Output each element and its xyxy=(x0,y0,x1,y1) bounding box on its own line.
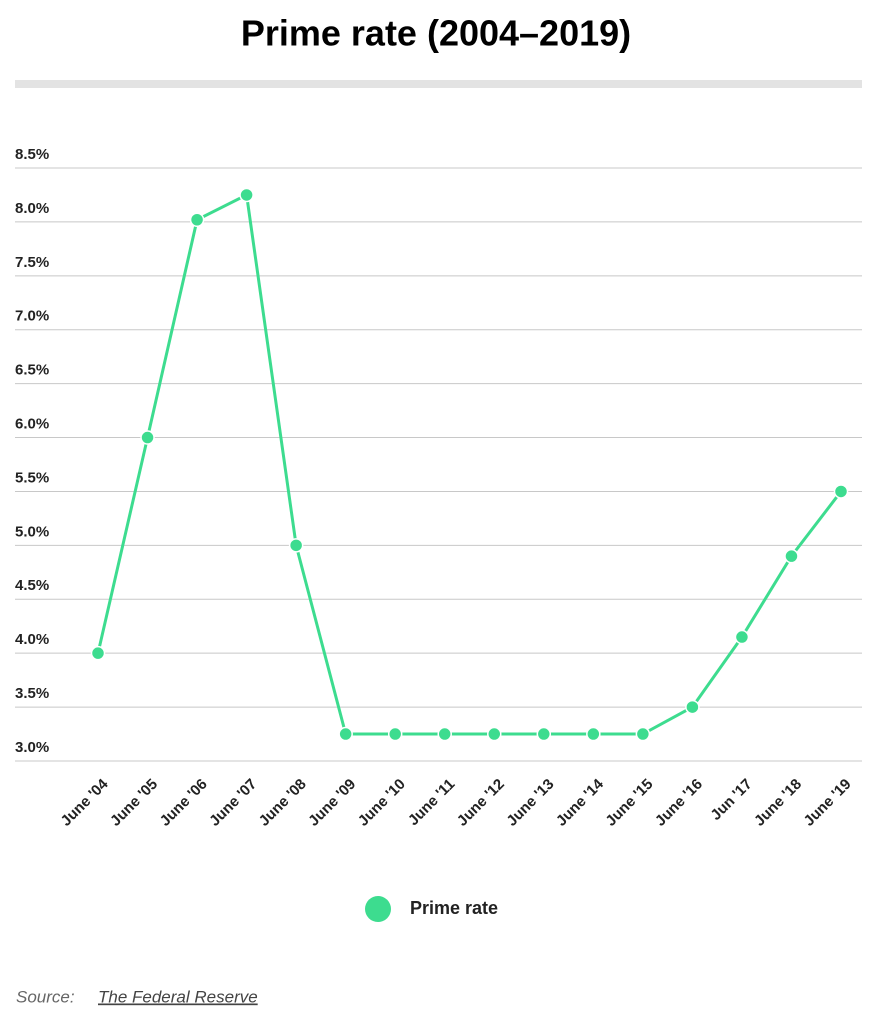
y-tick-label: 7.0% xyxy=(15,308,49,325)
y-tick-label: 3.0% xyxy=(15,739,49,756)
y-tick-label: 5.0% xyxy=(15,523,49,540)
x-tick-label: June '15 xyxy=(602,776,656,830)
point xyxy=(90,645,106,661)
legend-label: Prime rate xyxy=(410,898,498,918)
line xyxy=(96,192,843,736)
x-tick-label: June '11 xyxy=(405,776,458,829)
x-tick-label: June '13 xyxy=(503,776,557,830)
y-tick-label: 4.5% xyxy=(15,577,49,594)
y-tick-label: 8.5% xyxy=(15,146,49,163)
y-tick-label: 3.5% xyxy=(15,685,49,702)
point xyxy=(734,629,750,645)
chart-title: Prime rate (2004–2019) xyxy=(241,13,631,54)
title-rule xyxy=(15,80,862,88)
x-tick-label: June '12 xyxy=(454,776,508,830)
point xyxy=(784,548,799,564)
x-tick-label: June '14 xyxy=(553,775,608,830)
point xyxy=(189,212,205,228)
point xyxy=(288,538,304,553)
x-tick-label: June '07 xyxy=(206,776,260,830)
point xyxy=(239,187,254,203)
source-link[interactable]: The Federal Reserve xyxy=(98,987,258,1006)
y-tick-label: 8.0% xyxy=(15,200,49,217)
plot: 3.0% 3.5% 4.0% 4.5% 5.0% 5.5% 6.0% 6.5% 7.0% 7.5%… xyxy=(15,146,862,922)
x-tick-label: June '16 xyxy=(652,776,706,830)
point xyxy=(140,430,155,445)
x-tick-label: Jun '17 xyxy=(707,776,755,824)
x-tick-label: June '18 xyxy=(751,776,805,830)
y-tick-label: 6.5% xyxy=(15,362,49,379)
y-tick-label: 7.5% xyxy=(15,254,49,271)
x-tick-label: June '05 xyxy=(107,776,161,830)
x-tick-label: June '09 xyxy=(305,776,359,830)
point xyxy=(536,726,552,742)
y-tick-label: 4.0% xyxy=(15,631,49,648)
point xyxy=(338,726,353,742)
y-tick-label: 5.5% xyxy=(15,469,49,486)
x-tick-label: June '19 xyxy=(801,776,855,830)
legend-swatch xyxy=(365,896,391,922)
x-tick-label: June '04 xyxy=(58,775,113,830)
point xyxy=(635,726,651,742)
y-tick-label: 6.0% xyxy=(15,416,49,433)
x-tick-label: June '06 xyxy=(157,776,211,830)
point xyxy=(833,484,849,499)
source-label: Source: xyxy=(16,987,75,1006)
point xyxy=(685,699,700,715)
point xyxy=(487,726,502,742)
point xyxy=(387,726,403,742)
x-tick-label: June '10 xyxy=(355,776,409,830)
point xyxy=(437,726,452,742)
x-tick-label: June '08 xyxy=(256,776,310,830)
point xyxy=(586,726,601,742)
